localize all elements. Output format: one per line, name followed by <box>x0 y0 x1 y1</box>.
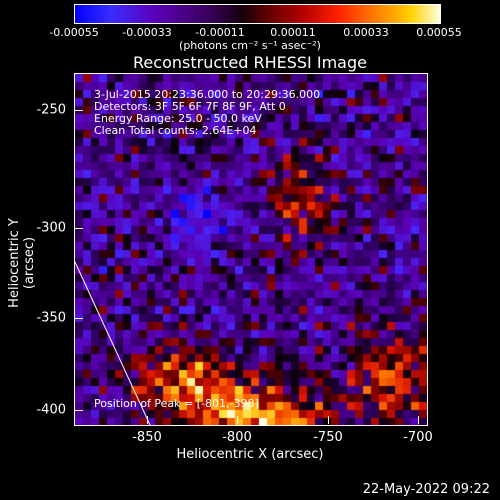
colorbar-units: (photons cm⁻² s⁻¹ asec⁻²) <box>179 39 321 52</box>
y-tick-label: -350 <box>36 310 66 326</box>
colorbar-tick: 0.00033 <box>343 26 389 39</box>
image-plot <box>74 73 428 426</box>
x-tick-mark <box>147 416 148 424</box>
x-tick-mark <box>328 416 329 424</box>
x-tick-label: -750 <box>313 430 343 445</box>
info-clean-counts: Clean Total counts: 2.64E+04 <box>94 124 257 137</box>
peak-position: Position of Peak = [-801,-398] <box>94 397 259 410</box>
x-tick-label: -850 <box>132 430 162 445</box>
x-tick-label: -800 <box>222 430 252 445</box>
x-tick-mark <box>237 416 238 424</box>
solar-limb-line <box>75 261 151 425</box>
info-detectors: Detectors: 3F 5F 6F 7F 8F 9F, Att 0 <box>94 100 286 113</box>
y-axis-label: Heliocentric Y (arcsec) <box>7 218 37 308</box>
x-tick-mark <box>418 416 419 424</box>
x-tick-label: -700 <box>403 430 433 445</box>
y-tick-label: -250 <box>36 102 66 118</box>
y-tick-mark <box>75 410 83 411</box>
y-tick-mark <box>75 110 83 111</box>
y-tick-label: -400 <box>36 402 66 418</box>
colorbar <box>74 4 441 24</box>
colorbar-tick: -0.00055 <box>49 26 99 39</box>
y-tick-mark <box>75 318 83 319</box>
plot-title: Reconstructed RHESSI Image <box>133 53 367 72</box>
timestamp: 22-May-2022 09:22 <box>362 482 490 497</box>
y-tick-label: -300 <box>36 220 66 236</box>
info-time-range: 3-Jul-2015 20:23:36.000 to 20:29:36.000 <box>94 88 321 101</box>
colorbar-tick: -0.00033 <box>122 26 172 39</box>
rhessi-image <box>75 74 427 425</box>
colorbar-tick: -0.00011 <box>195 26 245 39</box>
colorbar-tick: 0.00055 <box>416 26 462 39</box>
x-axis-label: Heliocentric X (arcsec) <box>176 447 324 462</box>
y-tick-mark <box>75 228 83 229</box>
info-energy-range: Energy Range: 25.0 - 50.0 keV <box>94 112 262 125</box>
colorbar-tick: 0.00011 <box>270 26 316 39</box>
